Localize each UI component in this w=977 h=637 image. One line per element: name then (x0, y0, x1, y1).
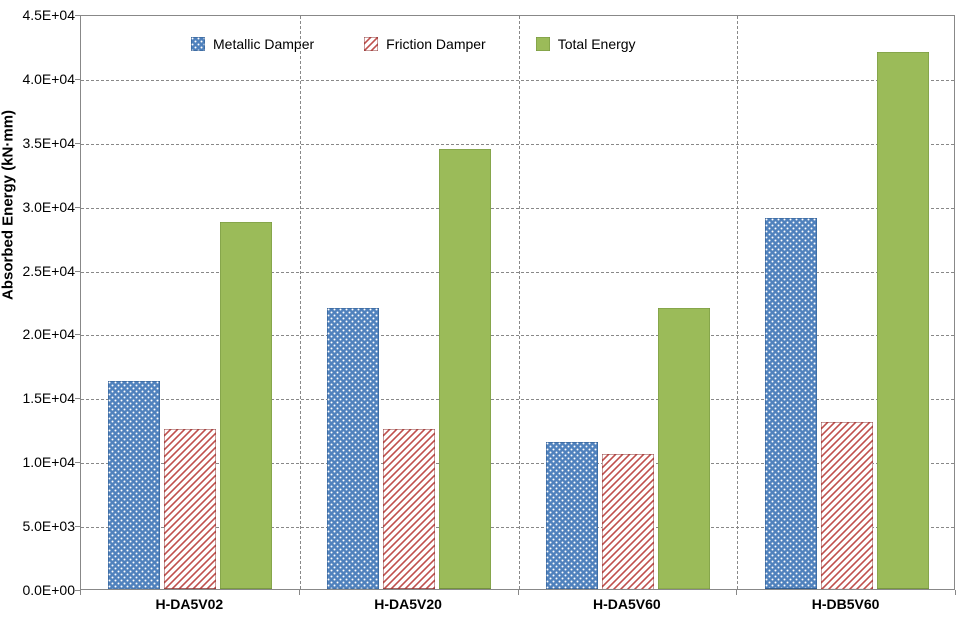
gridline-h (81, 208, 954, 209)
bar-total-energy (658, 308, 710, 589)
y-tick-mark (75, 334, 80, 335)
x-tick-mark (80, 590, 81, 595)
legend-swatch (364, 37, 378, 51)
y-tick-mark (75, 271, 80, 272)
y-tick-mark (75, 398, 80, 399)
y-tick-mark (75, 526, 80, 527)
legend-item: Total Energy (536, 36, 636, 52)
x-tick-label: H-DA5V60 (518, 596, 737, 612)
y-tick-label: 4.0E+04 (5, 71, 75, 87)
y-tick-mark (75, 143, 80, 144)
legend-swatch (536, 37, 550, 51)
y-tick-mark (75, 462, 80, 463)
gridline-h (81, 335, 954, 336)
gridline-v (519, 16, 520, 589)
x-tick-mark (299, 590, 300, 595)
y-tick-mark (75, 15, 80, 16)
y-tick-label: 2.0E+04 (5, 326, 75, 342)
bar-friction-damper (164, 429, 216, 589)
bar-friction-damper (383, 429, 435, 589)
bar-friction-damper (602, 454, 654, 589)
legend: Metallic Damper Friction Damper Total Ener… (191, 36, 636, 52)
bar-total-energy (877, 52, 929, 589)
gridline-h (81, 399, 954, 400)
gridline-h (81, 272, 954, 273)
legend-label: Total Energy (558, 36, 636, 52)
gridline-h (81, 80, 954, 81)
bar-metallic-damper (546, 442, 598, 589)
legend-item: Metallic Damper (191, 36, 314, 52)
gridline-v (300, 16, 301, 589)
y-tick-mark (75, 207, 80, 208)
bar-friction-damper (821, 422, 873, 589)
bar-metallic-damper (327, 308, 379, 589)
y-tick-label: 0.0E+00 (5, 582, 75, 598)
y-tick-label: 3.0E+04 (5, 199, 75, 215)
y-tick-label: 5.0E+03 (5, 518, 75, 534)
plot-area: Metallic Damper Friction Damper Total Ener… (80, 15, 955, 590)
y-tick-label: 1.0E+04 (5, 454, 75, 470)
y-tick-label: 3.5E+04 (5, 135, 75, 151)
x-tick-mark (955, 590, 956, 595)
x-tick-label: H-DA5V02 (80, 596, 299, 612)
bar-total-energy (220, 222, 272, 589)
x-tick-mark (518, 590, 519, 595)
chart-container: Absorbed Energy (kN·mm) Metallic DamperF… (0, 0, 977, 637)
gridline-h (81, 144, 954, 145)
x-tick-label: H-DB5V60 (736, 596, 955, 612)
legend-item: Friction Damper (364, 36, 486, 52)
bar-metallic-damper (108, 381, 160, 589)
x-tick-mark (736, 590, 737, 595)
y-tick-label: 2.5E+04 (5, 263, 75, 279)
legend-swatch (191, 37, 205, 51)
y-tick-mark (75, 79, 80, 80)
gridline-v (737, 16, 738, 589)
bar-metallic-damper (765, 218, 817, 589)
legend-label: Friction Damper (386, 36, 486, 52)
bar-total-energy (439, 149, 491, 589)
y-tick-label: 4.5E+04 (5, 7, 75, 23)
x-tick-label: H-DA5V20 (299, 596, 518, 612)
y-tick-label: 1.5E+04 (5, 390, 75, 406)
